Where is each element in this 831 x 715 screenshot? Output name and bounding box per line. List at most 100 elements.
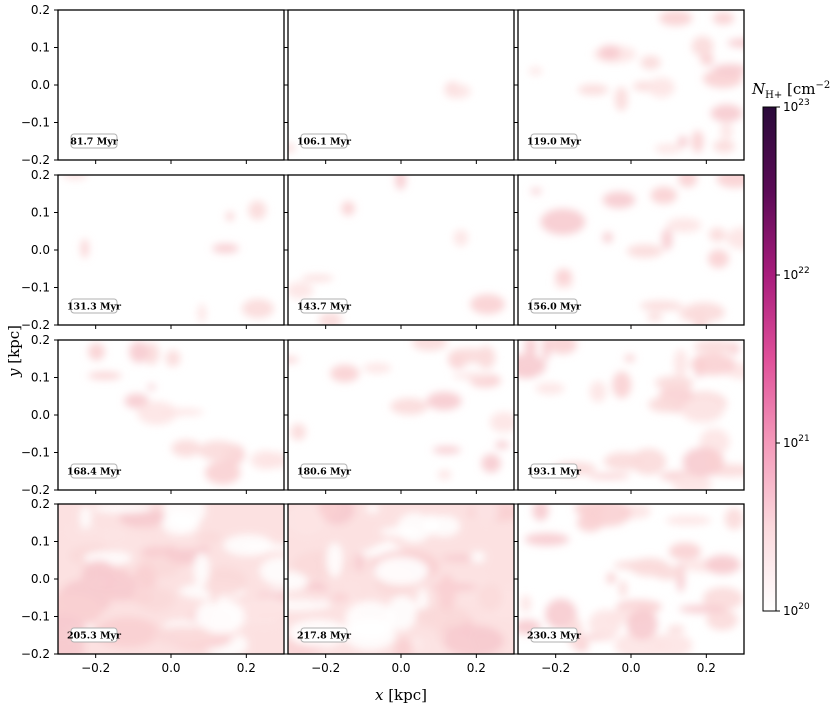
time-label-box (70, 463, 118, 479)
density-clump (453, 229, 469, 247)
time-label: 143.7 Myr (297, 298, 352, 314)
density-clump (289, 504, 325, 538)
density-clump (137, 401, 177, 425)
time-label-text: 230.3 Myr (527, 631, 582, 642)
density-clump (654, 143, 682, 154)
y-tick-label: 0.2 (31, 168, 50, 182)
density-clump (201, 566, 247, 596)
density-clump (639, 300, 683, 311)
density-clump (640, 55, 661, 70)
density-clump (288, 597, 332, 611)
density-clump (520, 594, 532, 613)
time-label-box (300, 463, 348, 479)
density-clump (152, 625, 213, 646)
density-clump (668, 542, 702, 561)
density-clump (618, 580, 628, 598)
x-axis-label: x [kpc] (375, 686, 427, 704)
density-clump (705, 554, 741, 575)
y-tick-label: −0.1 (21, 116, 50, 130)
density-clump (530, 188, 542, 195)
density-clump (673, 348, 688, 378)
density-clump (248, 200, 267, 220)
density-clump (712, 11, 735, 25)
density-clump (691, 36, 714, 57)
density-clump (360, 549, 382, 557)
density-clump (193, 552, 210, 587)
density-clump (318, 312, 343, 325)
density-clump (678, 604, 727, 614)
time-label: 217.8 Myr (297, 627, 352, 643)
x-tick-label: 0.2 (467, 661, 486, 675)
density-clump (301, 274, 334, 282)
density-clump (344, 618, 396, 651)
density-clump (727, 38, 744, 48)
density-clump (58, 643, 86, 654)
density-clump (428, 515, 461, 537)
time-label-box (530, 298, 578, 314)
time-label-text: 180.6 Myr (297, 467, 352, 478)
density-clump (624, 354, 636, 363)
density-clump (163, 504, 206, 528)
density-clump (470, 551, 486, 563)
density-clump (481, 453, 501, 473)
density-clump (437, 574, 457, 611)
density-clump (374, 556, 429, 586)
map-panel-11: 230.3 Myr −0.2 0.0 0.2 (514, 503, 745, 675)
time-label-text: 131.3 Myr (67, 302, 122, 313)
time-label-box (70, 298, 118, 314)
time-label-text: 168.4 Myr (67, 467, 122, 478)
density-clump (693, 308, 708, 325)
time-label-box (70, 133, 118, 149)
density-clump (705, 452, 723, 472)
y-tick-label: −0.1 (21, 610, 50, 624)
density-clump (473, 504, 499, 524)
y-tick-label: −0.1 (21, 281, 50, 295)
map-panel-8: 193.1 Myr (514, 339, 745, 494)
y-axis-label: y [kpc] (5, 325, 23, 378)
density-clump (165, 349, 181, 367)
density-clump (678, 175, 698, 188)
time-label-box (530, 627, 578, 643)
density-clump (691, 130, 704, 153)
density-clump (588, 609, 622, 638)
density-clump (606, 572, 617, 585)
density-clump (519, 371, 536, 379)
density-clump (290, 423, 307, 441)
density-clump (540, 208, 586, 235)
time-label: 230.3 Myr (527, 627, 582, 643)
density-clump (133, 564, 157, 594)
density-clump (626, 609, 658, 640)
density-clump (288, 590, 335, 601)
density-clump (676, 305, 687, 315)
density-field (288, 340, 514, 480)
y-tick-label: 0.0 (31, 243, 50, 257)
time-label-text: 205.3 Myr (67, 631, 122, 642)
density-clump (713, 63, 744, 76)
density-field (528, 10, 744, 154)
density-clump (129, 340, 149, 363)
x-tick-label: −0.2 (81, 661, 110, 675)
density-clump (647, 77, 675, 98)
density-clump (411, 340, 448, 351)
density-clump (602, 191, 636, 209)
density-clump (210, 587, 219, 604)
y-tick-label: 0.1 (31, 206, 50, 220)
density-clump (672, 474, 712, 490)
colorbar-tick-label: 1022 (783, 266, 810, 282)
density-field (87, 340, 284, 485)
y-tick-label: 0.1 (31, 535, 50, 549)
density-clump (197, 303, 207, 324)
density-clump (250, 450, 280, 470)
y-tick-label: −0.2 (21, 318, 50, 332)
density-clump (288, 356, 300, 363)
time-label: 131.3 Myr (67, 298, 122, 314)
density-clump (648, 397, 681, 413)
colorbar-tick-label: 1021 (783, 434, 810, 450)
colorbar-tick-label: 1020 (783, 602, 810, 618)
density-clump (288, 282, 314, 299)
x-tick-label: 0.2 (697, 661, 716, 675)
density-field (62, 175, 274, 324)
density-clump (587, 473, 631, 480)
map-panel-3: 131.3 Myr −0.2 −0.1 0.0 0.1 0.2 (21, 168, 285, 332)
